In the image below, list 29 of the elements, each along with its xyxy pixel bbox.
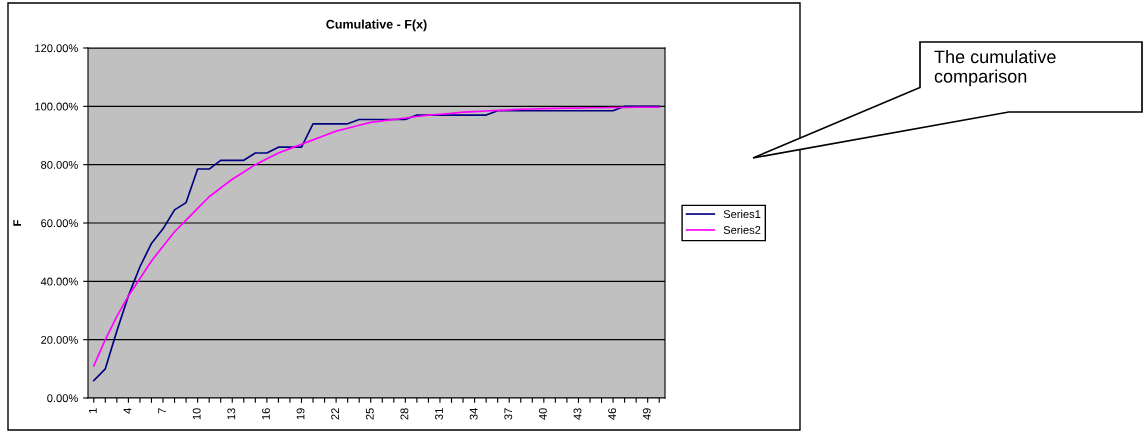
y-tick-label: 20.00% <box>41 335 78 344</box>
x-tick-label: 16 <box>261 408 270 420</box>
legend-label: Series1 <box>723 209 761 219</box>
y-tick-label: 120.00% <box>35 44 78 53</box>
x-tick-label: 49 <box>642 408 651 420</box>
x-tick-label: 40 <box>538 408 547 420</box>
y-tick-label: 80.00% <box>41 160 78 169</box>
x-tick-label: 10 <box>192 408 201 420</box>
x-tick-label: 13 <box>227 408 236 420</box>
x-tick-label: 34 <box>469 408 478 420</box>
x-tick-label: 46 <box>608 408 617 420</box>
x-tick-label: 22 <box>331 408 339 420</box>
legend-label: Series2 <box>723 225 761 234</box>
y-tick-label: 100.00% <box>35 102 78 111</box>
x-tick-label: 7 <box>158 408 166 414</box>
y-tick-label: 60.00% <box>41 219 78 228</box>
x-tick-label: 1 <box>89 408 97 414</box>
x-tick-label: 31 <box>435 408 443 420</box>
chart-title: Cumulative - F(x) <box>326 19 427 32</box>
y-axis-title: F <box>13 220 21 226</box>
x-tick-label: 28 <box>400 408 409 420</box>
y-tick-label: 0.00% <box>47 394 78 403</box>
x-tick-label: 25 <box>365 408 374 420</box>
x-tick-label: 37 <box>504 408 513 420</box>
text: The cumulative comparison <box>934 50 1056 87</box>
y-tick-label: 40.00% <box>40 277 78 286</box>
x-tick-label: 19 <box>296 408 305 420</box>
x-tick-label: 43 <box>573 408 582 420</box>
x-tick-label: 4 <box>123 408 132 414</box>
